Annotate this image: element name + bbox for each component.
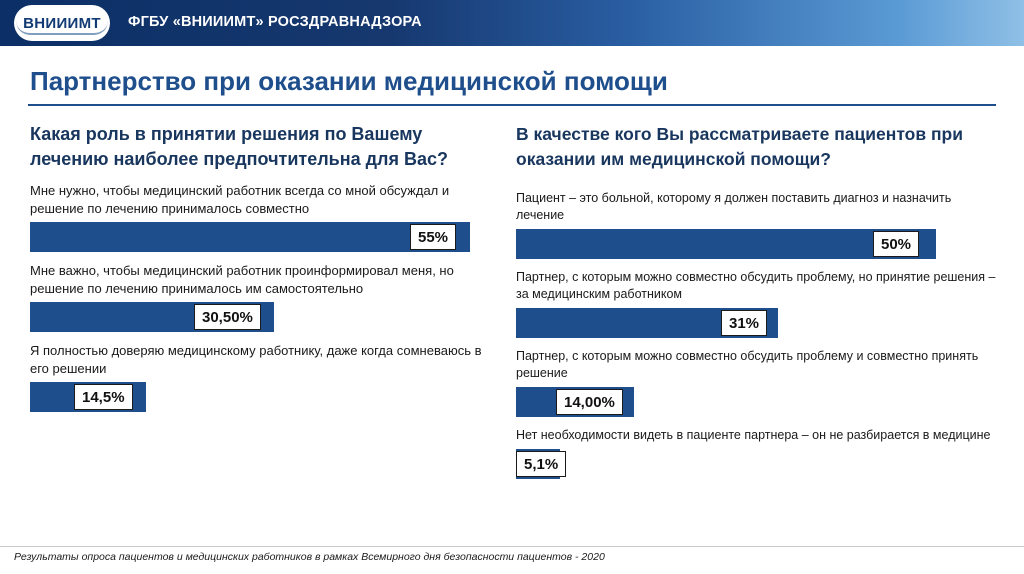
bar-value: 14,5% xyxy=(74,384,133,410)
bar-label: Партнер, с которым можно совместно обсуд… xyxy=(516,349,979,380)
bar-row: 31% xyxy=(516,308,996,338)
page-title: Партнерство при оказании медицинской пом… xyxy=(30,66,668,96)
bar-row: 50% xyxy=(516,229,996,259)
logo-swoosh-decoration xyxy=(16,21,108,35)
organization-title: ФГБУ «ВНИИИМТ» РОСЗДРАВНАДЗОРА xyxy=(128,14,422,30)
bar-label: Пациент – это больной, которому я должен… xyxy=(516,191,952,222)
bar-value: 31% xyxy=(721,310,768,336)
bar-value: 55% xyxy=(410,224,457,250)
right-chart: Пациент – это больной, которому я должен… xyxy=(516,190,996,479)
chart-item: Пациент – это больной, которому я должен… xyxy=(516,190,996,259)
bar-row: 30,50% xyxy=(30,302,490,332)
footer-note: Результаты опроса пациентов и медицински… xyxy=(14,551,605,563)
bar xyxy=(30,222,470,252)
bar-label: Я полностью доверяю медицинскому работни… xyxy=(30,343,482,376)
left-question-title: Какая роль в принятии решения по Вашему … xyxy=(30,124,449,169)
chart-item: Мне важно, чтобы медицинский работник пр… xyxy=(30,262,490,332)
bar-value: 5,1% xyxy=(516,451,567,477)
bar-label: Нет необходимости видеть в пациенте парт… xyxy=(516,428,991,442)
chart-item: Партнер, с которым можно совместно обсуд… xyxy=(516,269,996,338)
chart-item: Нет необходимости видеть в пациенте парт… xyxy=(516,427,996,479)
chart-item: Мне нужно, чтобы медицинский работник вс… xyxy=(30,182,490,252)
footer-divider xyxy=(0,546,1024,547)
bar-label: Мне важно, чтобы медицинский работник пр… xyxy=(30,263,454,296)
bar-value: 14,00% xyxy=(556,389,623,415)
title-divider xyxy=(28,104,996,106)
bar-row: 14,5% xyxy=(30,382,490,412)
bar-row: 5,1% xyxy=(516,449,996,479)
bar xyxy=(516,229,936,259)
header-bar: ВНИИИМТ ФГБУ «ВНИИИМТ» РОСЗДРАВНАДЗОРА xyxy=(0,0,1024,46)
bar-row: 55% xyxy=(30,222,490,252)
bar-value: 50% xyxy=(873,231,920,257)
bar-row: 14,00% xyxy=(516,387,996,417)
chart-item: Я полностью доверяю медицинскому работни… xyxy=(30,342,490,412)
bar-label: Мне нужно, чтобы медицинский работник вс… xyxy=(30,183,450,216)
right-question-title: В качестве кого Вы рассматриваете пациен… xyxy=(516,124,963,169)
left-chart: Мне нужно, чтобы медицинский работник вс… xyxy=(30,182,490,412)
bar-value: 30,50% xyxy=(194,304,261,330)
left-column: Какая роль в принятии решения по Вашему … xyxy=(30,122,490,422)
right-column: В качестве кого Вы рассматриваете пациен… xyxy=(516,122,996,489)
chart-item: Партнер, с которым можно совместно обсуд… xyxy=(516,348,996,417)
bar-label: Партнер, с которым можно совместно обсуд… xyxy=(516,270,996,301)
